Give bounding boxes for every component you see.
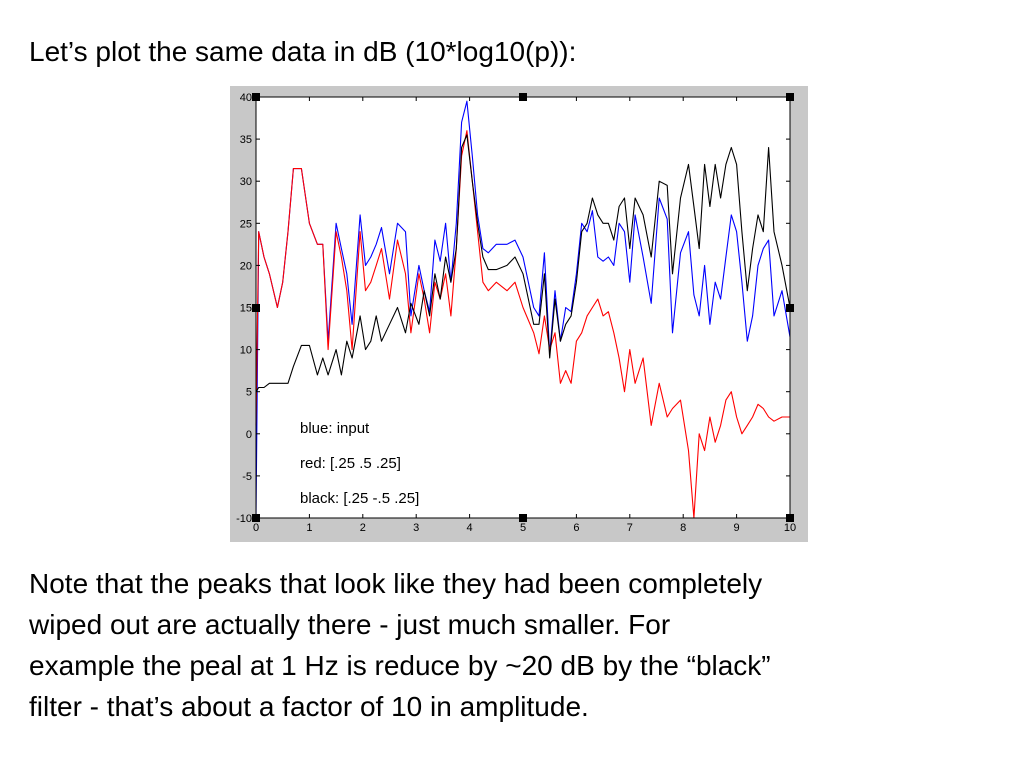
legend-red: red: [.25 .5 .25] <box>300 455 401 472</box>
y-tick-label: 5 <box>246 387 252 399</box>
series-line-black <box>255 134 791 392</box>
series-layer <box>255 100 791 519</box>
note-line: filter - that’s about a factor of 10 in … <box>29 691 589 722</box>
x-tick-label: 10 <box>784 522 796 534</box>
x-tick-label: 6 <box>573 522 579 534</box>
slide-heading: Let’s plot the same data in dB (10*log10… <box>29 36 577 67</box>
selection-handle[interactable] <box>252 304 260 312</box>
y-tick-label: 15 <box>240 303 252 315</box>
selection-handle[interactable] <box>786 93 794 101</box>
x-tick-label: 4 <box>467 522 473 534</box>
note-line: example the peal at 1 Hz is reduce by ~2… <box>29 650 771 681</box>
line-chart: 0 1 2 3 4 5 6 7 8 9 10 40 35 30 25 20 15 10 5 0 -5 -10 blue: … <box>236 92 796 534</box>
x-tick-label: 5 <box>520 522 526 534</box>
y-tick-label: 35 <box>240 134 252 146</box>
x-tick-label: 1 <box>306 522 312 534</box>
note-line: wiped out are actually there - just much… <box>29 609 671 640</box>
note-paragraph: Note that the peaks that look like they … <box>29 563 1009 727</box>
selection-handle[interactable] <box>786 304 794 312</box>
selection-handle[interactable] <box>519 93 527 101</box>
x-tick-label: 8 <box>680 522 686 534</box>
x-tick-label: 3 <box>413 522 419 534</box>
series-line-red <box>255 130 790 519</box>
x-tick-label: 0 <box>253 522 259 534</box>
y-tick-label: 10 <box>240 345 252 357</box>
y-tick-label: -5 <box>242 471 252 483</box>
selection-handle[interactable] <box>519 514 527 522</box>
x-tick-label: 9 <box>734 522 740 534</box>
selection-handle[interactable] <box>252 514 260 522</box>
y-tick-label: 25 <box>240 218 252 230</box>
y-tick-label: 0 <box>246 429 252 441</box>
legend-black: black: [.25 -.5 .25] <box>300 490 419 507</box>
y-tick-label: 20 <box>240 260 252 272</box>
x-tick-label: 2 <box>360 522 366 534</box>
selection-handle[interactable] <box>252 93 260 101</box>
x-tick-label: 7 <box>627 522 633 534</box>
y-tick-label: 40 <box>240 92 252 104</box>
selection-handle[interactable] <box>786 514 794 522</box>
y-tick-label: 30 <box>240 176 252 188</box>
series-line-blue <box>255 100 791 519</box>
figure-window: 0 1 2 3 4 5 6 7 8 9 10 40 35 30 25 20 15 10 5 0 -5 -10 blue: … <box>230 86 808 542</box>
y-tick-label: -10 <box>236 513 252 525</box>
selection-handles[interactable] <box>252 93 794 522</box>
legend-blue: blue: input <box>300 420 370 437</box>
note-line: Note that the peaks that look like they … <box>29 568 763 599</box>
